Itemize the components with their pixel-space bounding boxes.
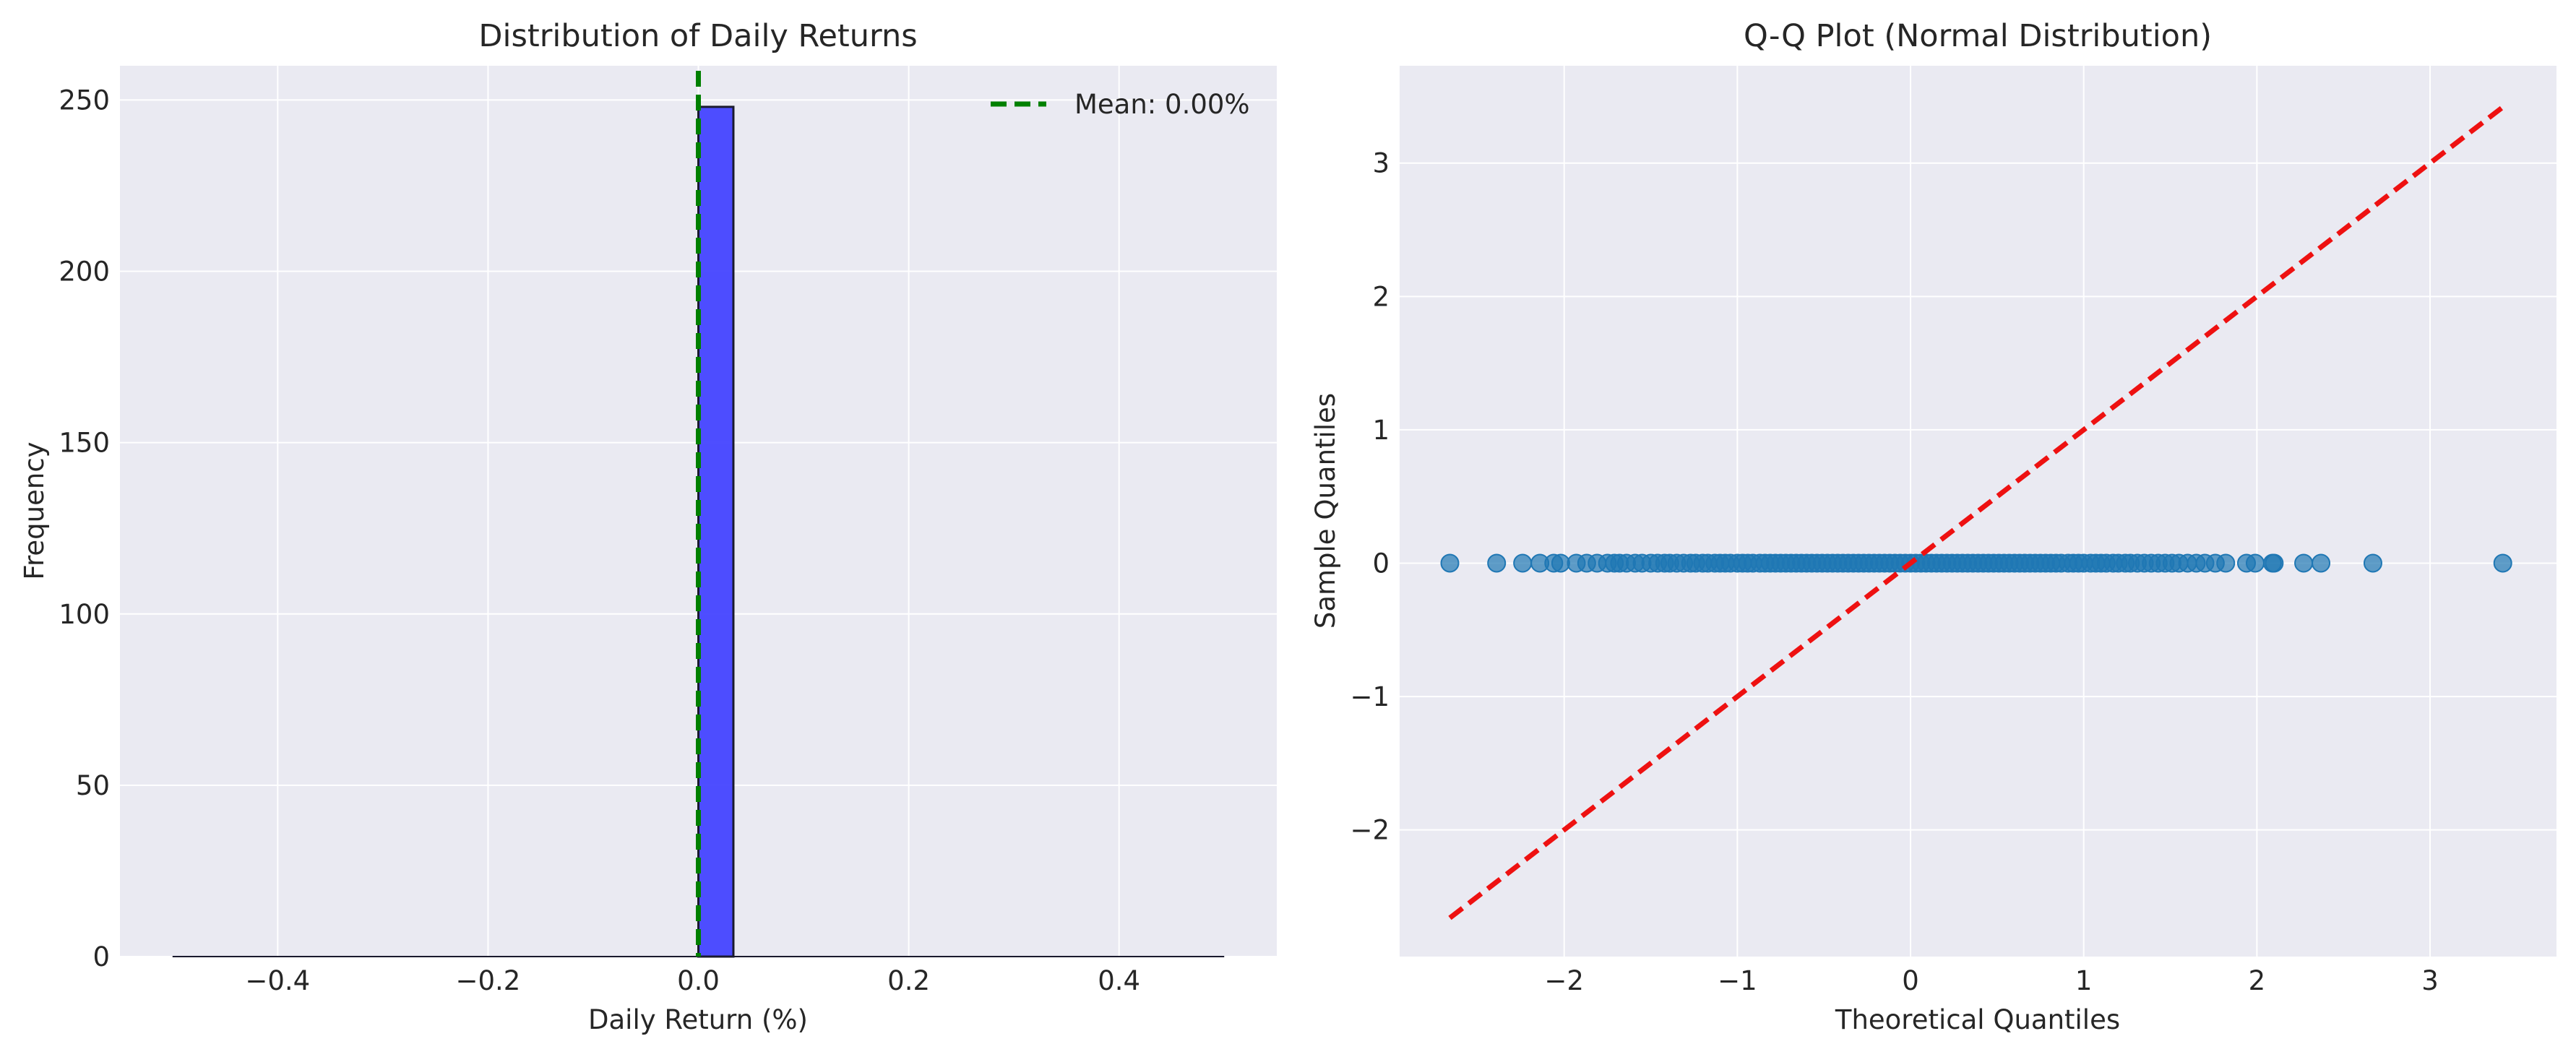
- qq-point: [2312, 553, 2331, 573]
- histogram-x-tick-label: 0.4: [1098, 965, 1140, 996]
- qq-point: [1551, 553, 1570, 573]
- qq-reference-line: [1448, 105, 2504, 920]
- qq-x-tick-label: 0: [1902, 965, 1919, 996]
- qq-x-tick-label: −1: [1718, 965, 1757, 996]
- histogram-x-tick-labels: −0.4 −0.2 0.0 0.2 0.4: [245, 965, 1140, 996]
- qq-x-axis-label: Theoretical Quantiles: [1835, 1004, 2120, 1035]
- qq-point: [2245, 553, 2265, 573]
- legend-mean-label: Mean: 0.00%: [1074, 89, 1250, 120]
- histogram-y-tick-label: 50: [76, 770, 110, 801]
- qq-y-tick-label: −2: [1350, 815, 1390, 846]
- qq-point: [1487, 553, 1507, 573]
- histogram-y-tick-label: 250: [59, 85, 110, 116]
- qq-y-tick-label: 3: [1372, 148, 1390, 179]
- histogram-panel: −0.4 −0.2 0.0 0.2 0.4 0 50 100 150 200 250 Distri…: [19, 18, 1277, 1035]
- qq-x-tick-label: 3: [2421, 965, 2439, 996]
- histogram-y-tick-label: 0: [92, 941, 110, 972]
- qq-y-tick-labels: −2 −1 0 1 2 3: [1350, 148, 1390, 846]
- histogram-x-tick-label: −0.2: [455, 965, 520, 996]
- qq-plot-panel: −2 −1 0 1 2 3 −2 −1 0 1 2 3 Q-Q Plot (Normal Distr…: [1310, 18, 2556, 1035]
- qq-reference-line-path: [1448, 105, 2504, 920]
- qq-point: [1440, 553, 1460, 573]
- qq-x-tick-label: 2: [2249, 965, 2266, 996]
- qq-y-tick-label: −1: [1350, 681, 1390, 712]
- qq-x-tick-label: −2: [1544, 965, 1584, 996]
- qq-y-axis-label: Sample Quantiles: [1310, 393, 1341, 629]
- histogram-y-axis-label: Frequency: [19, 441, 50, 579]
- qq-sample-points: [1440, 553, 2512, 573]
- qq-y-tick-label: 0: [1372, 548, 1390, 579]
- histogram-x-tick-label: 0.2: [887, 965, 930, 996]
- histogram-y-tick-label: 200: [59, 256, 110, 288]
- qq-y-tick-label: 1: [1372, 415, 1390, 446]
- qq-point: [2216, 553, 2236, 573]
- histogram-x-tick-label: 0.0: [677, 965, 720, 996]
- histogram-y-tick-labels: 0 50 100 150 200 250: [59, 85, 110, 972]
- qq-point: [2363, 553, 2382, 573]
- qq-y-tick-label: 2: [1372, 281, 1390, 312]
- qq-x-tick-label: 1: [2075, 965, 2093, 996]
- histogram-y-tick-label: 150: [59, 428, 110, 459]
- histogram-x-axis-label: Daily Return (%): [588, 1004, 808, 1035]
- qq-point: [2294, 553, 2314, 573]
- qq-point: [2265, 553, 2284, 573]
- qq-x-tick-labels: −2 −1 0 1 2 3: [1544, 965, 2438, 996]
- histogram-y-tick-label: 100: [59, 599, 110, 630]
- histogram-title: Distribution of Daily Returns: [478, 18, 917, 54]
- qq-point: [1513, 553, 1533, 573]
- histogram-bar: [697, 105, 735, 958]
- qq-point: [2493, 553, 2512, 573]
- qq-title: Q-Q Plot (Normal Distribution): [1744, 18, 2212, 54]
- histogram-x-tick-label: −0.4: [245, 965, 310, 996]
- histogram-legend: Mean: 0.00%: [991, 89, 1250, 120]
